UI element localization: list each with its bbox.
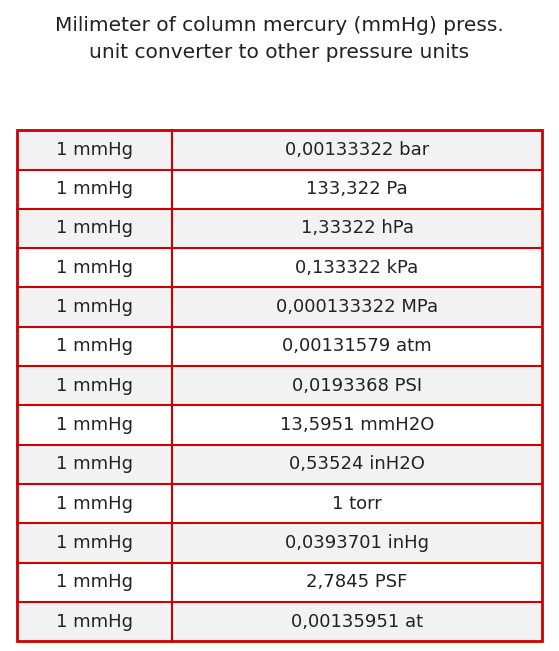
Text: 0,00133322 bar: 0,00133322 bar bbox=[285, 141, 429, 159]
Text: 0,000133322 MPa: 0,000133322 MPa bbox=[276, 298, 438, 316]
Text: Milimeter of column mercury (mmHg) press.
unit converter to other pressure units: Milimeter of column mercury (mmHg) press… bbox=[55, 16, 504, 62]
Bar bbox=[17, 209, 542, 248]
Bar bbox=[17, 406, 542, 445]
Bar bbox=[17, 327, 542, 366]
Text: 1,33322 hPa: 1,33322 hPa bbox=[301, 219, 414, 238]
Text: 0,00131579 atm: 0,00131579 atm bbox=[282, 337, 432, 355]
Text: 1 mmHg: 1 mmHg bbox=[56, 219, 133, 238]
Text: 1 mmHg: 1 mmHg bbox=[56, 534, 133, 552]
Bar bbox=[17, 366, 542, 406]
Text: 1 mmHg: 1 mmHg bbox=[56, 180, 133, 198]
Text: 0,0193368 PSI: 0,0193368 PSI bbox=[292, 377, 422, 395]
Text: 1 torr: 1 torr bbox=[332, 495, 382, 512]
Bar bbox=[17, 602, 542, 641]
Bar bbox=[17, 288, 542, 327]
Text: 0,133322 kPa: 0,133322 kPa bbox=[295, 259, 419, 277]
Text: 2,7845 PSF: 2,7845 PSF bbox=[306, 574, 408, 591]
Text: 1 mmHg: 1 mmHg bbox=[56, 416, 133, 434]
Text: 0,53524 inH2O: 0,53524 inH2O bbox=[289, 455, 425, 473]
Bar bbox=[17, 169, 542, 209]
Text: 1 mmHg: 1 mmHg bbox=[56, 495, 133, 512]
Text: 1 mmHg: 1 mmHg bbox=[56, 141, 133, 159]
Text: 1 mmHg: 1 mmHg bbox=[56, 259, 133, 277]
Text: 133,322 Pa: 133,322 Pa bbox=[306, 180, 408, 198]
Text: 1 mmHg: 1 mmHg bbox=[56, 298, 133, 316]
Bar bbox=[17, 130, 542, 169]
Text: 1 mmHg: 1 mmHg bbox=[56, 574, 133, 591]
Bar bbox=[17, 562, 542, 602]
Text: 0,00135951 at: 0,00135951 at bbox=[291, 613, 423, 631]
Text: 1 mmHg: 1 mmHg bbox=[56, 613, 133, 631]
Bar bbox=[17, 130, 542, 641]
Text: 1 mmHg: 1 mmHg bbox=[56, 377, 133, 395]
Text: 1 mmHg: 1 mmHg bbox=[56, 455, 133, 473]
Bar bbox=[17, 248, 542, 288]
Text: 0,0393701 inHg: 0,0393701 inHg bbox=[285, 534, 429, 552]
Bar bbox=[17, 523, 542, 562]
Text: 1 mmHg: 1 mmHg bbox=[56, 337, 133, 355]
Bar bbox=[17, 445, 542, 484]
Bar bbox=[17, 484, 542, 523]
Text: 13,5951 mmH2O: 13,5951 mmH2O bbox=[280, 416, 434, 434]
